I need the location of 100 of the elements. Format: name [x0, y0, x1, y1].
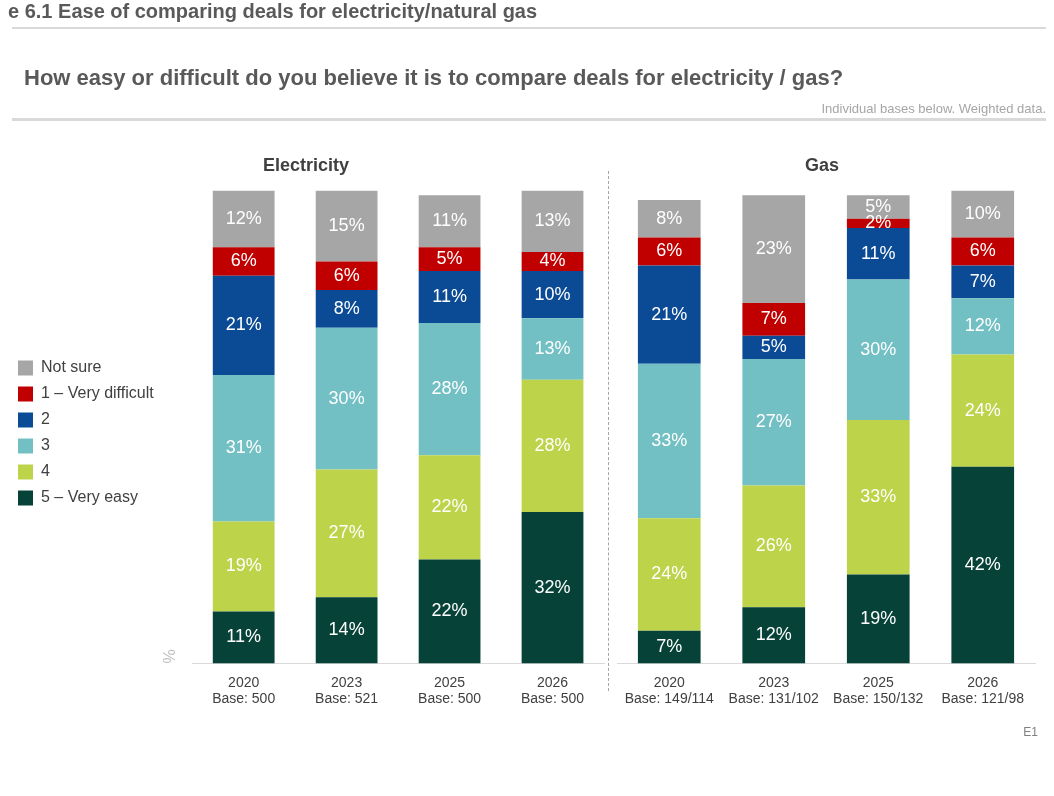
data-label: 7%	[969, 270, 996, 291]
data-label: 5%	[865, 195, 892, 216]
data-label: 4%	[539, 250, 566, 271]
data-label: 19%	[860, 607, 897, 628]
legend-label: 1 – Very difficult	[41, 384, 155, 402]
data-label: 27%	[755, 411, 792, 432]
bar	[315, 190, 378, 262]
bar	[212, 611, 275, 664]
x-tick-label: 2020 Base: 149/114	[624, 673, 715, 707]
bar	[315, 597, 378, 664]
data-label: 31%	[225, 437, 262, 458]
bar	[521, 190, 584, 253]
bar	[742, 302, 806, 336]
bar	[521, 379, 584, 513]
data-label: 15%	[328, 215, 365, 236]
bar	[315, 289, 378, 328]
x-tick-label: 2020 Base: 500	[212, 673, 276, 707]
text: E1	[1022, 725, 1039, 739]
text: How easy or difficult do you believe it is to compare deals for electricity / gas?	[23, 65, 845, 91]
data-label: 28%	[534, 434, 571, 455]
bar	[212, 521, 275, 612]
data-label: 13%	[534, 210, 571, 231]
data-label: 6%	[656, 240, 683, 261]
data-label: 6%	[230, 250, 257, 271]
bar	[418, 322, 481, 456]
bar	[742, 607, 806, 664]
bar	[951, 298, 1015, 355]
data-label: 12%	[225, 207, 262, 228]
data-label: 8%	[656, 207, 683, 228]
data-label: 26%	[755, 535, 792, 556]
data-label: 22%	[431, 496, 468, 517]
bar	[951, 354, 1015, 467]
data-label: 19%	[225, 555, 262, 576]
data-label: 11%	[432, 210, 467, 231]
legend-label: 3	[41, 436, 50, 454]
bar	[315, 327, 378, 470]
bar	[951, 466, 1015, 664]
bar	[315, 469, 378, 598]
bar	[521, 318, 584, 380]
x-tick-label: 2026 Base: 500	[520, 673, 585, 707]
data-label: 6%	[969, 240, 996, 261]
bar	[212, 247, 275, 276]
data-label: 13%	[534, 337, 571, 358]
x-tick-label: 2025 Base: 500	[418, 673, 482, 707]
data-label: 5%	[760, 336, 787, 357]
bar	[212, 374, 275, 522]
data-label: 42%	[964, 554, 1001, 575]
data-label: 32%	[534, 576, 571, 597]
bar	[846, 574, 910, 664]
data-label: 7%	[760, 308, 787, 329]
bar	[637, 518, 701, 631]
bar	[846, 419, 910, 575]
data-label: 33%	[651, 430, 688, 451]
x-tick-label: 2025 Base: 150/132	[833, 673, 924, 707]
data-label: 11%	[432, 285, 467, 306]
data-label: 11%	[860, 242, 896, 263]
bar	[521, 512, 584, 664]
bar	[212, 190, 275, 248]
data-label: 14%	[328, 619, 365, 640]
data-label: 10%	[964, 202, 1001, 223]
bar	[742, 195, 806, 303]
legend-label: 4	[41, 462, 50, 480]
bar	[521, 270, 584, 319]
data-label: 8%	[333, 297, 360, 318]
bar	[637, 265, 701, 364]
chart-title: Gas	[804, 154, 840, 175]
legend-label: Not sure	[41, 358, 102, 376]
bar	[742, 359, 806, 486]
bar	[742, 485, 806, 608]
x-tick-label: 2026 Base: 121/98	[941, 673, 1025, 707]
text: e 6.1 Ease of comparing deals for electricity/natural gas	[8, 0, 539, 23]
bar	[212, 275, 275, 375]
data-label: 21%	[651, 303, 688, 324]
bar	[637, 363, 701, 519]
data-label: 6%	[333, 264, 360, 285]
x-tick-label: 2023 Base: 131/102	[728, 673, 820, 707]
x-tick-label: 2023 Base: 521	[315, 673, 379, 707]
data-label: 21%	[225, 314, 262, 335]
bar	[637, 199, 701, 238]
bar	[951, 190, 1015, 238]
data-label: 24%	[651, 563, 688, 584]
bar	[418, 455, 481, 560]
data-label: 30%	[328, 387, 365, 408]
bar	[418, 270, 481, 323]
bar	[846, 279, 910, 420]
text: Individual bases below. Weighted data.	[12, 101, 1046, 121]
data-label: 27%	[328, 522, 365, 543]
legend-label: 5 – Very easy	[41, 488, 138, 506]
legend-label: 2	[41, 410, 50, 428]
data-label: 12%	[964, 315, 1001, 336]
bar	[418, 559, 481, 664]
data-label: 30%	[860, 338, 897, 359]
data-label: 5%	[436, 248, 463, 269]
bar	[846, 228, 910, 280]
data-label: 11%	[226, 626, 262, 647]
data-label: 23%	[755, 238, 792, 259]
data-label: 10%	[534, 283, 571, 304]
bar	[951, 265, 1015, 299]
chart-title: Electricity	[262, 154, 350, 175]
data-label: 12%	[755, 624, 792, 645]
